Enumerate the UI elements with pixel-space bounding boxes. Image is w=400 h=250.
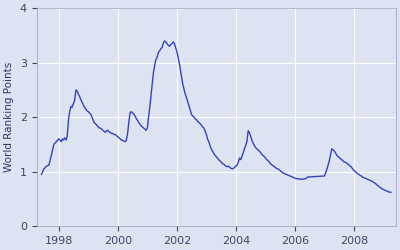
- Y-axis label: World Ranking Points: World Ranking Points: [4, 62, 14, 172]
